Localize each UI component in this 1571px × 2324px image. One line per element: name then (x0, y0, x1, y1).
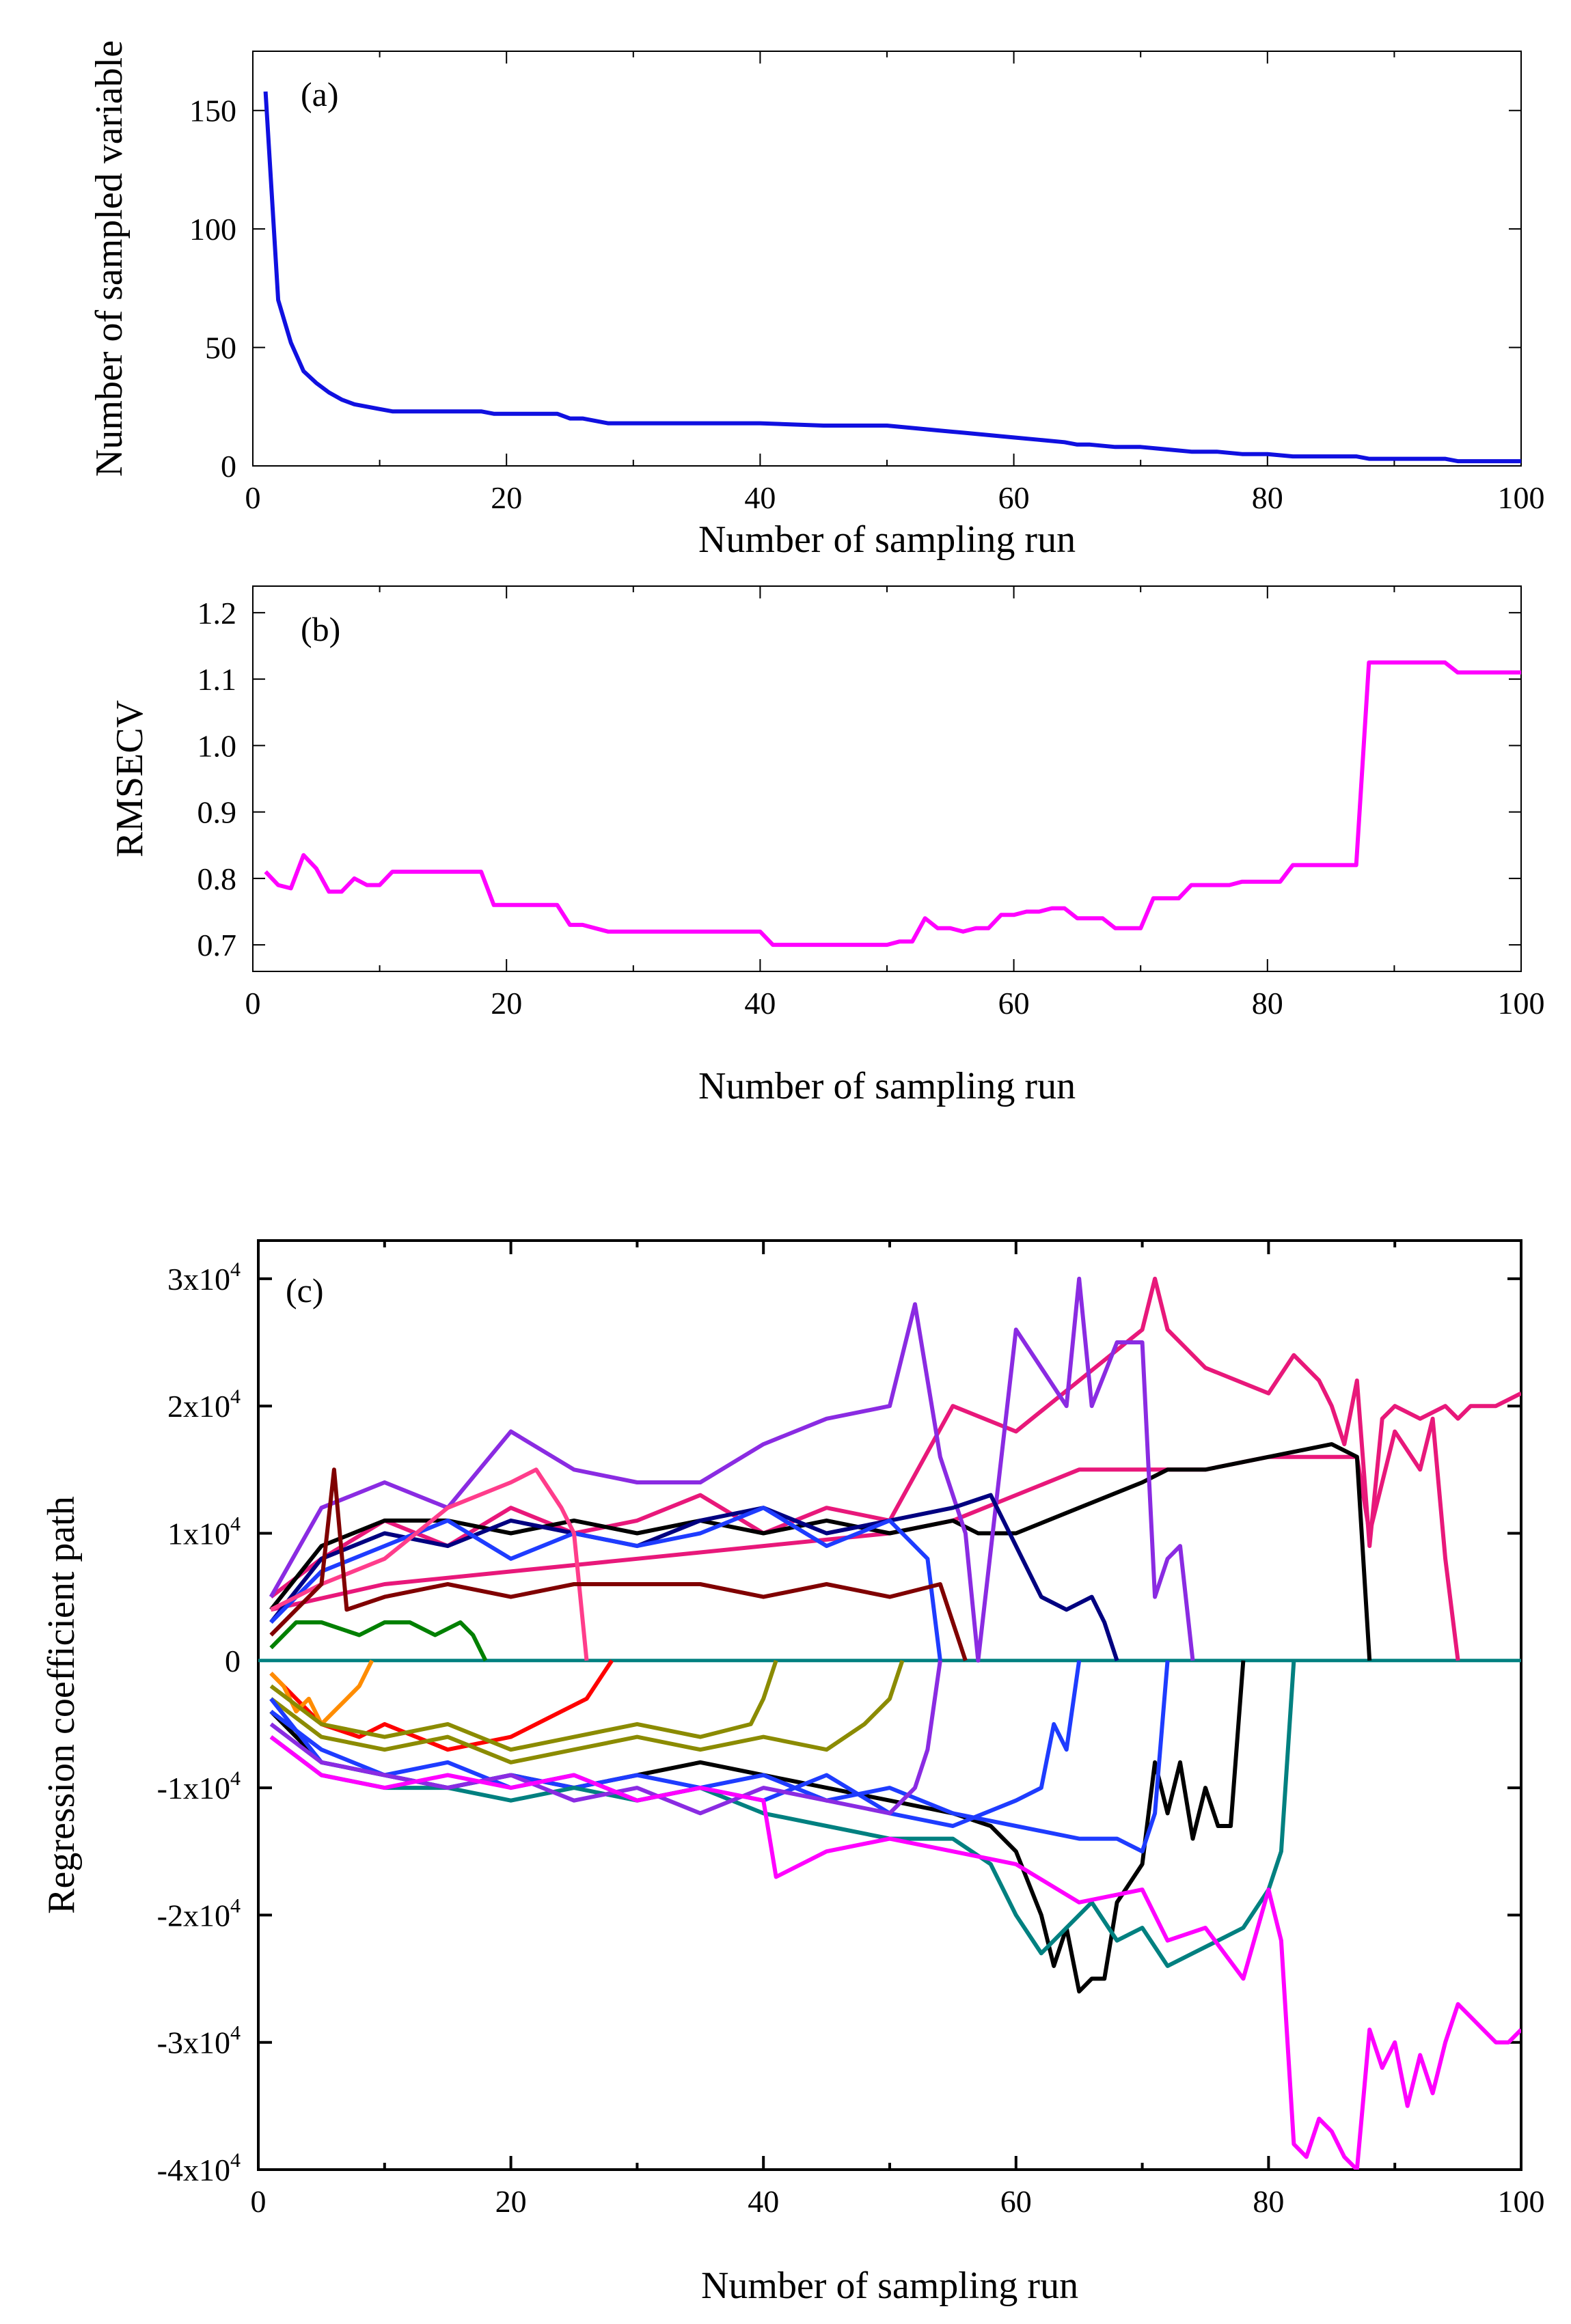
y-tick-label: -2x104 (157, 1894, 241, 1933)
series-line-5 (269, 1506, 942, 1661)
y-tick-label: 150 (189, 94, 236, 128)
y-tick-label: 0 (221, 449, 236, 484)
y-tick-exponent: 4 (230, 1512, 241, 1535)
series-line-4 (269, 1493, 1119, 1661)
x-tick-label: 60 (998, 480, 1030, 515)
panel-c: 0 20 40 60 80 100-4x104-3x104-2x104-1x10401x1… (40, 1239, 1545, 2307)
series-group (269, 1276, 1521, 2170)
y-tick-label: 1.0 (197, 728, 237, 763)
y-tick-exponent: 4 (230, 1894, 241, 1917)
y-tick-label: 50 (205, 331, 236, 365)
y-tick-exponent: 4 (230, 1767, 241, 1790)
x-tick-label: 20 (491, 986, 522, 1021)
y-tick-label: -1x104 (157, 1767, 241, 1806)
y-tick-label: 0.7 (197, 928, 237, 963)
y-tick-mantissa: -1x10 (157, 1771, 230, 1806)
y-axis-title: Number of sampled variable (88, 40, 131, 477)
x-axis-title: Number of sampling run (701, 2265, 1078, 2307)
y-tick-label: 1.2 (197, 596, 237, 631)
series-line-7 (269, 1467, 968, 1661)
series-line-3 (269, 1276, 1195, 1663)
y-tick-exponent: 4 (230, 1258, 241, 1281)
x-tick-label: 60 (1000, 2184, 1032, 2219)
x-tick-label: 100 (1498, 986, 1545, 1021)
series-line-8 (269, 1620, 488, 1662)
x-tick-label: 20 (491, 480, 522, 515)
series-line-15 (269, 1660, 1170, 1854)
series-line-0 (269, 1276, 1521, 1599)
x-tick-label: 100 (1498, 2184, 1545, 2219)
y-tick-mantissa: -3x10 (157, 2025, 230, 2060)
y-tick-label: -3x104 (157, 2022, 241, 2060)
panel-b: 0 20 40 60 80 100 0.7 0.8 0.9 1.0 1.1 1.2 (b) Number … (109, 585, 1545, 1107)
y-tick-label: 1x104 (167, 1512, 241, 1551)
series-group (264, 660, 1521, 947)
x-tick-label: 80 (1252, 480, 1283, 515)
y-tick-exponent: 4 (230, 2149, 241, 2172)
plot-frame (257, 1239, 1522, 2171)
x-tick-label: 0 (245, 986, 261, 1021)
y-tick-mantissa: 3x10 (167, 1262, 230, 1297)
x-tick-label: 40 (744, 480, 776, 515)
x-axis-title: Number of sampling run (698, 1065, 1076, 1107)
x-tick-label: 40 (744, 986, 776, 1021)
y-tick-label: -4x104 (157, 2149, 241, 2187)
y-tick-label: 100 (189, 212, 236, 247)
y-tick-label: 3x104 (167, 1258, 241, 1297)
series-group (263, 91, 1521, 464)
x-axis-title: Number of sampling run (698, 518, 1076, 561)
y-tick-label: 0.9 (197, 795, 237, 830)
x-tick-label: 100 (1498, 480, 1545, 515)
series-line-11 (269, 1659, 778, 1752)
x-tick-label: 80 (1253, 2184, 1284, 2219)
panel-a: 0 20 40 60 80 100 0 50 100 150 (a) Number of sampli… (88, 40, 1545, 561)
x-tick-label: 60 (998, 986, 1030, 1021)
series-line-16 (269, 1660, 1296, 1968)
x-tick-label: 80 (1252, 986, 1283, 1021)
series-line-17 (269, 1660, 942, 1816)
plot-frame (252, 51, 1522, 467)
x-tick-label: 0 (251, 2184, 267, 2219)
series-line-0 (264, 660, 1521, 947)
series-line-18 (269, 1735, 1521, 2170)
y-tick-mantissa: 1x10 (167, 1516, 230, 1551)
y-tick-exponent: 4 (230, 2022, 241, 2045)
series-line-0 (263, 91, 1521, 464)
y-tick-label: 0.8 (197, 861, 237, 896)
series-line-12 (269, 1659, 905, 1765)
plot-frame (252, 585, 1522, 972)
x-tick-label: 0 (245, 480, 261, 515)
y-axis-title: RMSECV (109, 700, 151, 857)
panel-label: (c) (286, 1271, 324, 1310)
y-tick-mantissa: 2x10 (167, 1389, 230, 1424)
x-tick-label: 40 (748, 2184, 779, 2219)
y-tick-label: 0 (225, 1644, 241, 1678)
panel-label: (b) (301, 610, 340, 648)
y-axis-title: Regression coefficient path (40, 1496, 83, 1914)
y-tick-label: 1.1 (197, 662, 237, 697)
y-tick-exponent: 4 (230, 1385, 241, 1408)
y-tick-mantissa: -2x10 (157, 1898, 230, 1933)
y-tick-mantissa: 0 (225, 1644, 241, 1678)
y-tick-mantissa: -4x10 (157, 2153, 230, 2187)
x-tick-label: 20 (495, 2184, 527, 2219)
y-tick-label: 2x104 (167, 1385, 241, 1424)
series-line-2 (269, 1442, 1372, 1661)
panel-label: (a) (301, 75, 339, 113)
